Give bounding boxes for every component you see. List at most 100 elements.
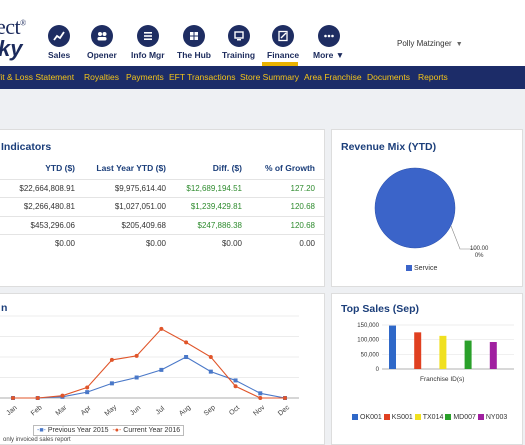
table-cell: 127.20: [290, 184, 315, 193]
subnav-reports[interactable]: Reports: [418, 72, 448, 82]
x-tick-label: Dec: [277, 404, 291, 418]
brand-logo-top[interactable]: ect®: [0, 14, 26, 39]
y-tick-label: 0: [376, 367, 380, 373]
nav-info-mgr[interactable]: Info Mgr: [131, 25, 165, 60]
footer-note: only invoiced sales report: [3, 437, 71, 443]
subnav-store-summary[interactable]: Store Summary: [240, 72, 300, 82]
x-axis-title: Franchise ID(s): [420, 376, 465, 383]
nav-label: Info Mgr: [131, 50, 165, 60]
data-point: [184, 340, 189, 345]
nav-label: The Hub: [177, 50, 211, 60]
bar: [464, 340, 472, 369]
data-point: [184, 355, 189, 359]
pie-legend[interactable]: Service: [406, 265, 437, 272]
x-tick-label: Jan: [5, 404, 18, 417]
subnav-royalties[interactable]: Royalties: [84, 72, 119, 82]
bar: [489, 342, 497, 369]
data-point: [85, 385, 90, 390]
table-cell: 120.68: [290, 221, 315, 230]
line-chart: Jan Feb Mar Apr May Jun Jul Aug Sep Oct Nov Dec: [0, 315, 299, 418]
table-cell: $2,266,480.81: [23, 202, 75, 211]
legend-label[interactable]: TX014: [422, 414, 444, 421]
legend-label[interactable]: KS001: [391, 414, 413, 421]
legend-label[interactable]: Current Year 2016: [123, 427, 181, 434]
divider: [0, 197, 324, 198]
finance-subnav: fit & Loss Statement Royalties Payments …: [0, 66, 525, 89]
series-line: [13, 328, 285, 399]
chevron-down-icon: ▼: [455, 41, 463, 48]
x-tick-label: May: [104, 404, 119, 418]
table-cell: $1,027,051.00: [114, 202, 166, 211]
user-menu[interactable]: Polly Matzinger ▼: [397, 39, 463, 48]
x-tick-label: Jun: [129, 404, 142, 417]
nav-the-hub[interactable]: The Hub: [177, 25, 211, 60]
table-cell: $0.00: [145, 239, 166, 248]
nav-label: Opener: [87, 50, 117, 60]
hub-icon: [183, 25, 205, 47]
panel-title: Top Sales (Sep): [341, 303, 419, 315]
data-point: [208, 355, 213, 359]
subnav-payments[interactable]: Payments: [126, 72, 164, 82]
divider: [0, 216, 324, 217]
nav-opener[interactable]: Opener: [87, 25, 117, 60]
table-cell: $0.00: [54, 239, 75, 248]
x-tick-label: Oct: [228, 405, 241, 417]
active-tab-indicator: [262, 62, 298, 66]
nav-label: Sales: [48, 50, 71, 60]
data-point: [258, 396, 263, 400]
pie-callout-value: 100.00: [470, 246, 489, 252]
pie-callout-percent: 0%: [474, 253, 484, 259]
chevron-down-icon: ▼: [335, 50, 345, 60]
data-point: [208, 369, 213, 374]
legend-swatch: [352, 414, 358, 421]
bar-legend: OK001 KS001 TX014 MD007 NY003: [352, 412, 517, 424]
header-bar: ect® ky Sales Opener Info Mgr The Hub Tr…: [0, 0, 525, 67]
panel-title: Revenue Mix (YTD): [341, 141, 437, 153]
legend-swatch: [445, 414, 452, 421]
column-header: Diff. ($): [212, 163, 242, 173]
brand-logo-bottom[interactable]: ky: [0, 36, 23, 61]
data-point: [159, 326, 164, 331]
legend-label[interactable]: OK001: [360, 414, 382, 421]
pie-slice-service: [374, 167, 456, 249]
legend-swatch: [477, 414, 484, 421]
table-cell: $247,886.38: [197, 221, 243, 230]
legend-swatch: [414, 414, 421, 421]
series-line: [13, 356, 286, 399]
column-header: Last Year YTD ($): [96, 163, 166, 173]
bar: [439, 335, 447, 369]
subnav-profit-loss[interactable]: fit & Loss Statement: [0, 72, 75, 82]
legend-label[interactable]: Previous Year 2015: [47, 427, 109, 434]
x-tick-label: Sep: [203, 404, 217, 417]
legend-marker-current: -●-: [112, 427, 122, 434]
x-tick-label: Nov: [252, 404, 266, 418]
subnav-eft-transactions[interactable]: EFT Transactions: [169, 72, 236, 82]
data-point: [35, 396, 40, 400]
bar: [414, 332, 422, 369]
nav-more[interactable]: More ▼: [313, 25, 344, 60]
nav-training[interactable]: Training: [222, 25, 255, 60]
divider: [0, 179, 324, 180]
more-icon: [317, 25, 340, 47]
table-cell: $0.00: [221, 239, 242, 248]
user-name: Polly Matzinger: [397, 39, 452, 48]
subnav-documents[interactable]: Documents: [367, 72, 410, 82]
nav-sales[interactable]: Sales: [48, 25, 70, 60]
panel-title: n: [1, 302, 8, 314]
table-cell: 0.00: [299, 239, 315, 248]
legend-label: Service: [414, 265, 438, 272]
data-point: [60, 393, 65, 398]
data-point: [159, 367, 164, 372]
y-tick-label: 100,000: [357, 338, 379, 344]
nav-label: Finance: [267, 50, 300, 60]
data-point: [233, 378, 238, 383]
data-point: [258, 391, 263, 396]
legend-label[interactable]: MD007: [453, 414, 476, 421]
nav-finance[interactable]: Finance: [267, 25, 299, 60]
subnav-area-franchise[interactable]: Area Franchise: [304, 72, 362, 82]
legend-label[interactable]: NY003: [485, 414, 508, 421]
data-point: [134, 353, 139, 358]
finance-icon: [272, 25, 295, 47]
column-header: % of Growth: [264, 163, 315, 173]
table-cell: 120.68: [290, 202, 315, 211]
